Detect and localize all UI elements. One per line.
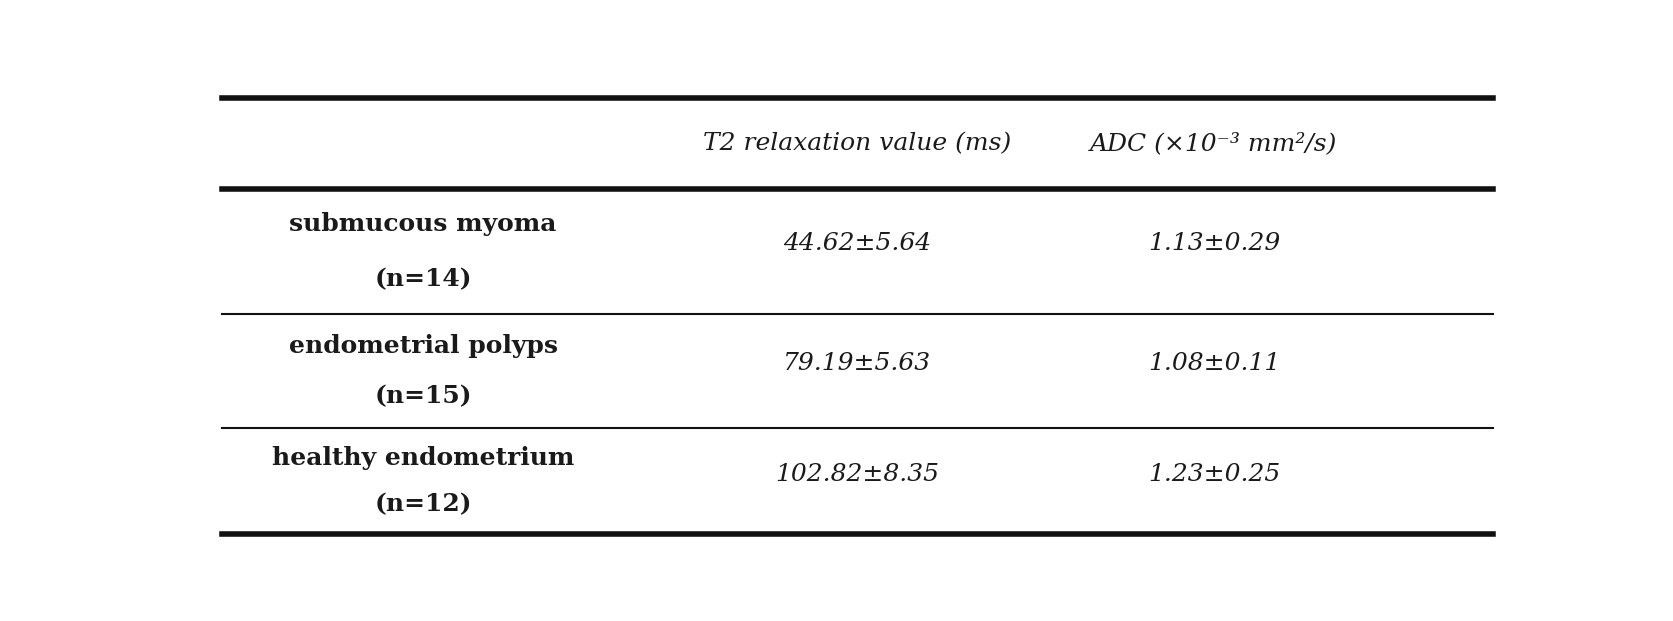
Text: 1.13±0.29: 1.13±0.29 (1148, 232, 1280, 255)
Text: 1.23±0.25: 1.23±0.25 (1148, 463, 1280, 486)
Text: endometrial polyps: endometrial polyps (288, 333, 557, 358)
Text: submucous myoma: submucous myoma (289, 212, 557, 236)
Text: (n=14): (n=14) (375, 267, 472, 291)
Text: 79.19±5.63: 79.19±5.63 (783, 352, 932, 375)
Text: 44.62±5.64: 44.62±5.64 (783, 232, 932, 255)
Text: 102.82±8.35: 102.82±8.35 (775, 463, 940, 486)
Text: ADC (×10⁻³ mm²/s): ADC (×10⁻³ mm²/s) (1091, 132, 1338, 155)
Text: T2 relaxation value (ms): T2 relaxation value (ms) (703, 132, 1012, 155)
Text: (n=15): (n=15) (375, 384, 472, 408)
Text: 1.08±0.11: 1.08±0.11 (1148, 352, 1280, 375)
Text: healthy endometrium: healthy endometrium (273, 446, 574, 470)
Text: (n=12): (n=12) (375, 492, 472, 516)
